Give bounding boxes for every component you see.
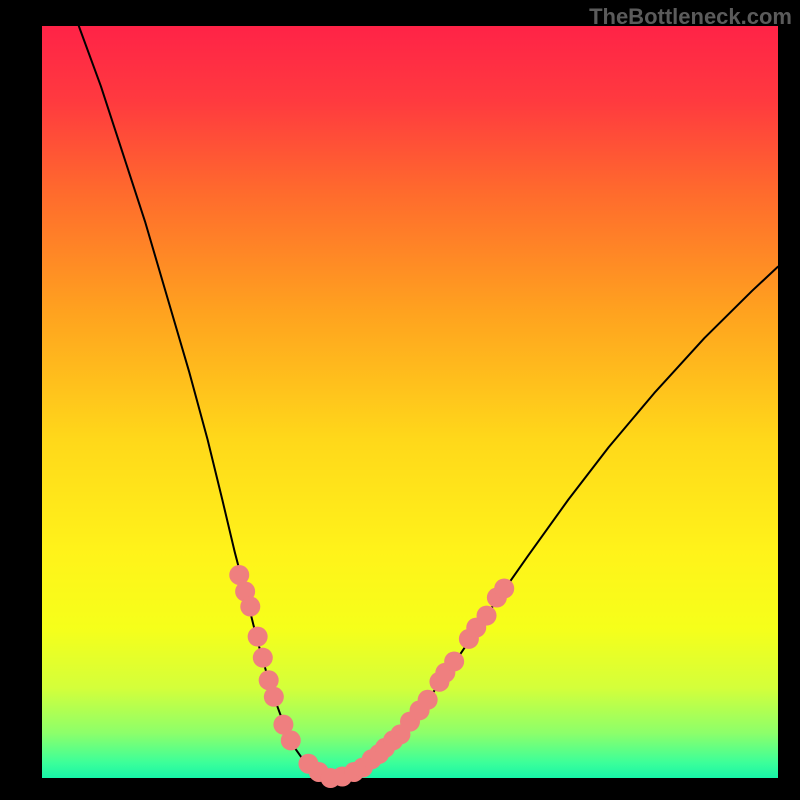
data-marker xyxy=(253,648,273,668)
chart-container: TheBottleneck.com xyxy=(0,0,800,800)
data-marker xyxy=(281,730,301,750)
data-marker xyxy=(418,690,438,710)
data-marker xyxy=(444,651,464,671)
data-marker xyxy=(240,597,260,617)
data-marker xyxy=(477,606,497,626)
chart-plot-bg xyxy=(42,26,778,778)
data-marker xyxy=(494,579,514,599)
data-marker xyxy=(248,627,268,647)
data-marker xyxy=(264,687,284,707)
chart-svg xyxy=(0,0,800,800)
watermark-text: TheBottleneck.com xyxy=(589,4,792,30)
